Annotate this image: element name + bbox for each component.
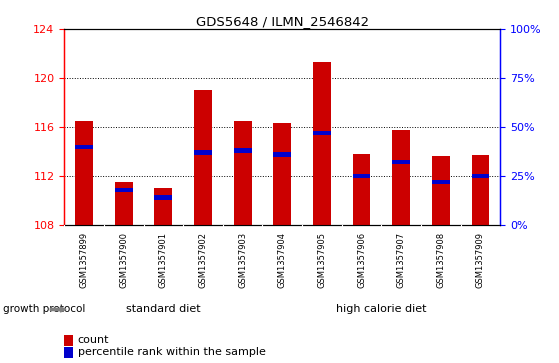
Text: GSM1357903: GSM1357903 <box>238 232 247 287</box>
Bar <box>313 131 331 135</box>
Bar <box>472 155 490 225</box>
Text: growth protocol: growth protocol <box>3 305 85 314</box>
Text: GSM1357900: GSM1357900 <box>119 232 128 287</box>
Bar <box>392 130 410 225</box>
Text: GSM1357899: GSM1357899 <box>79 232 89 287</box>
Bar <box>273 152 291 157</box>
Text: GSM1357907: GSM1357907 <box>397 232 406 287</box>
Text: GSM1357905: GSM1357905 <box>318 232 326 287</box>
Text: count: count <box>78 335 109 346</box>
Bar <box>353 174 371 178</box>
Bar <box>353 154 371 225</box>
Bar <box>194 150 212 155</box>
Bar <box>194 90 212 225</box>
Text: percentile rank within the sample: percentile rank within the sample <box>78 347 266 358</box>
Bar <box>75 121 93 225</box>
Text: GSM1357909: GSM1357909 <box>476 232 485 287</box>
Bar <box>392 160 410 164</box>
Text: GSM1357904: GSM1357904 <box>278 232 287 287</box>
Bar <box>115 188 132 192</box>
Bar <box>75 144 93 149</box>
Bar <box>154 195 172 200</box>
Bar <box>115 182 132 225</box>
Text: GSM1357908: GSM1357908 <box>437 232 446 287</box>
Title: GDS5648 / ILMN_2546842: GDS5648 / ILMN_2546842 <box>196 15 369 28</box>
Text: high calorie diet: high calorie diet <box>336 305 427 314</box>
Bar <box>432 180 450 184</box>
Text: GSM1357906: GSM1357906 <box>357 232 366 287</box>
Bar <box>273 123 291 225</box>
Bar <box>234 121 252 225</box>
Text: GSM1357901: GSM1357901 <box>159 232 168 287</box>
Bar <box>313 62 331 225</box>
Text: standard diet: standard diet <box>126 305 201 314</box>
Bar <box>432 156 450 225</box>
Bar <box>234 148 252 153</box>
Bar <box>472 174 490 178</box>
Text: GSM1357902: GSM1357902 <box>198 232 207 287</box>
Bar <box>154 188 172 225</box>
